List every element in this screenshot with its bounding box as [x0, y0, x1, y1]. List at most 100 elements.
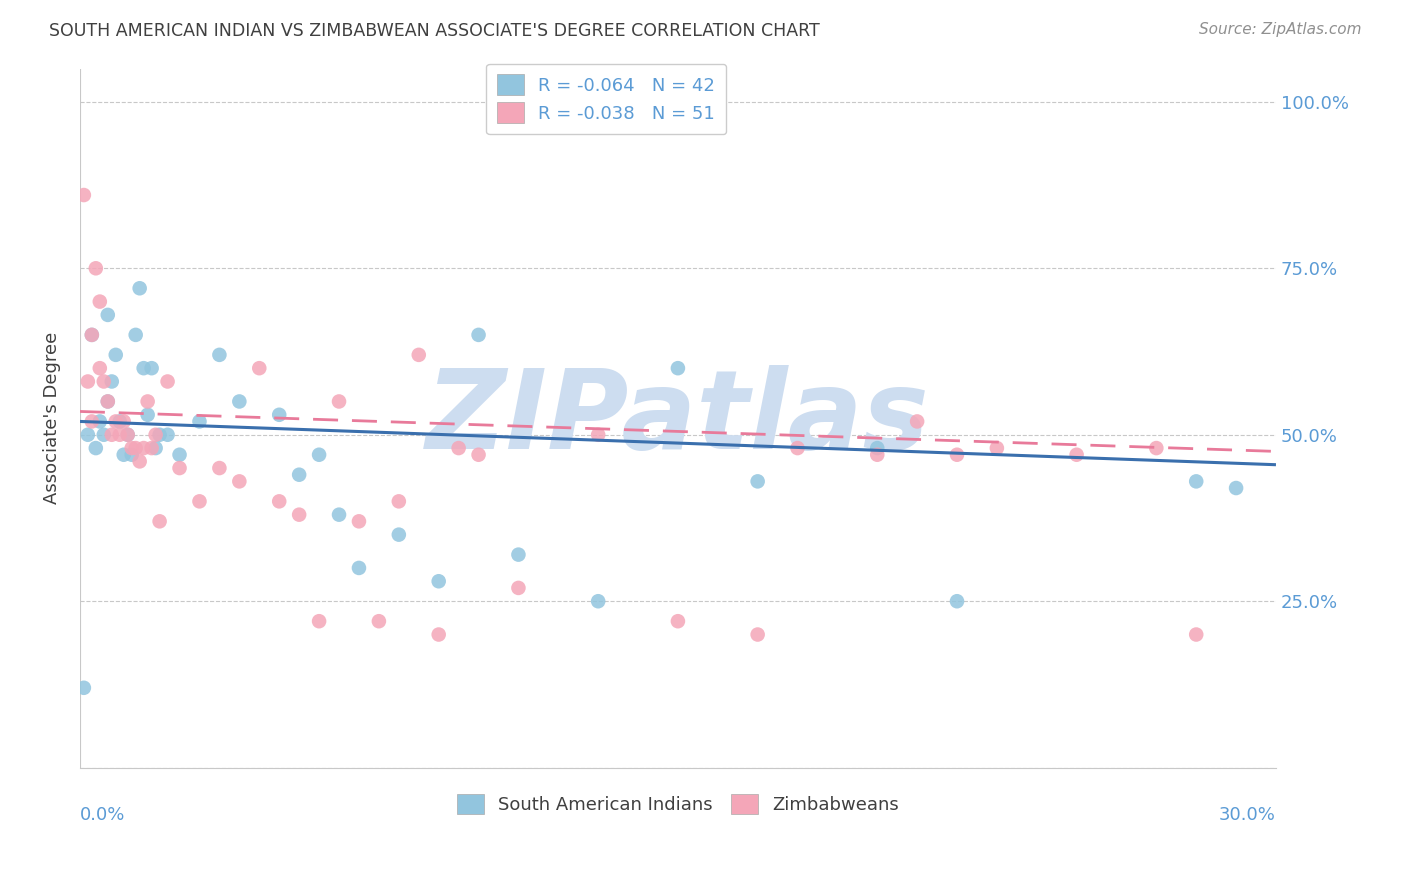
Point — [97, 308, 120, 322]
Point — [100, 427, 122, 442]
Point — [228, 475, 250, 489]
Point — [76, 427, 98, 442]
Point — [156, 427, 179, 442]
Point — [208, 348, 231, 362]
Point — [93, 427, 115, 442]
Point — [408, 348, 430, 362]
Point — [73, 681, 96, 695]
Point — [447, 441, 470, 455]
Point — [117, 427, 139, 442]
Point — [866, 448, 889, 462]
Point — [347, 514, 370, 528]
Point — [586, 427, 609, 442]
Point — [1066, 448, 1088, 462]
Point — [117, 427, 139, 442]
Point — [104, 348, 127, 362]
Text: ZIPatlas: ZIPatlas — [426, 365, 929, 472]
Point — [427, 574, 450, 589]
Point — [328, 508, 350, 522]
Point — [97, 394, 120, 409]
Point — [145, 427, 167, 442]
Point — [288, 508, 311, 522]
Point — [97, 394, 120, 409]
Point — [169, 461, 191, 475]
Point — [141, 361, 163, 376]
Text: 30.0%: 30.0% — [1219, 806, 1277, 824]
Point — [76, 375, 98, 389]
Point — [1225, 481, 1247, 495]
Point — [169, 448, 191, 462]
Point — [132, 361, 155, 376]
Point — [946, 594, 969, 608]
Point — [367, 614, 389, 628]
Point — [1185, 475, 1208, 489]
Point — [986, 441, 1008, 455]
Point — [136, 394, 159, 409]
Point — [84, 261, 107, 276]
Point — [149, 514, 172, 528]
Y-axis label: Associate's Degree: Associate's Degree — [44, 332, 60, 504]
Point — [328, 394, 350, 409]
Point — [89, 361, 111, 376]
Point — [141, 441, 163, 455]
Point — [80, 327, 103, 342]
Point — [188, 494, 211, 508]
Point — [93, 375, 115, 389]
Text: 0.0%: 0.0% — [80, 806, 125, 824]
Point — [100, 375, 122, 389]
Point — [747, 475, 769, 489]
Point — [388, 527, 411, 541]
Point — [80, 327, 103, 342]
Point — [128, 454, 150, 468]
Legend: South American Indians, Zimbabweans: South American Indians, Zimbabweans — [450, 787, 907, 822]
Text: SOUTH AMERICAN INDIAN VS ZIMBABWEAN ASSOCIATE'S DEGREE CORRELATION CHART: SOUTH AMERICAN INDIAN VS ZIMBABWEAN ASSO… — [49, 22, 820, 40]
Point — [1144, 441, 1167, 455]
Point — [388, 494, 411, 508]
Point — [156, 375, 179, 389]
Point — [866, 441, 889, 455]
Point — [1185, 627, 1208, 641]
Point — [132, 441, 155, 455]
Point — [89, 414, 111, 428]
Point — [108, 427, 131, 442]
Point — [508, 581, 530, 595]
Point — [247, 361, 270, 376]
Point — [145, 441, 167, 455]
Text: Source: ZipAtlas.com: Source: ZipAtlas.com — [1198, 22, 1361, 37]
Point — [508, 548, 530, 562]
Point — [347, 561, 370, 575]
Point — [467, 448, 489, 462]
Point — [89, 294, 111, 309]
Point — [747, 627, 769, 641]
Point — [80, 414, 103, 428]
Point — [149, 427, 172, 442]
Point — [125, 441, 148, 455]
Point — [786, 441, 808, 455]
Point — [125, 327, 148, 342]
Point — [269, 494, 291, 508]
Point — [73, 188, 96, 202]
Point — [188, 414, 211, 428]
Point — [586, 594, 609, 608]
Point — [946, 448, 969, 462]
Point — [208, 461, 231, 475]
Point — [666, 361, 689, 376]
Point — [427, 627, 450, 641]
Point — [288, 467, 311, 482]
Point — [112, 414, 135, 428]
Point — [269, 408, 291, 422]
Point — [308, 614, 330, 628]
Point — [112, 448, 135, 462]
Point — [308, 448, 330, 462]
Point — [84, 441, 107, 455]
Point — [121, 441, 143, 455]
Point — [228, 394, 250, 409]
Point — [108, 414, 131, 428]
Point — [905, 414, 928, 428]
Point — [136, 408, 159, 422]
Point — [666, 614, 689, 628]
Point — [121, 448, 143, 462]
Point — [128, 281, 150, 295]
Point — [104, 414, 127, 428]
Point — [467, 327, 489, 342]
